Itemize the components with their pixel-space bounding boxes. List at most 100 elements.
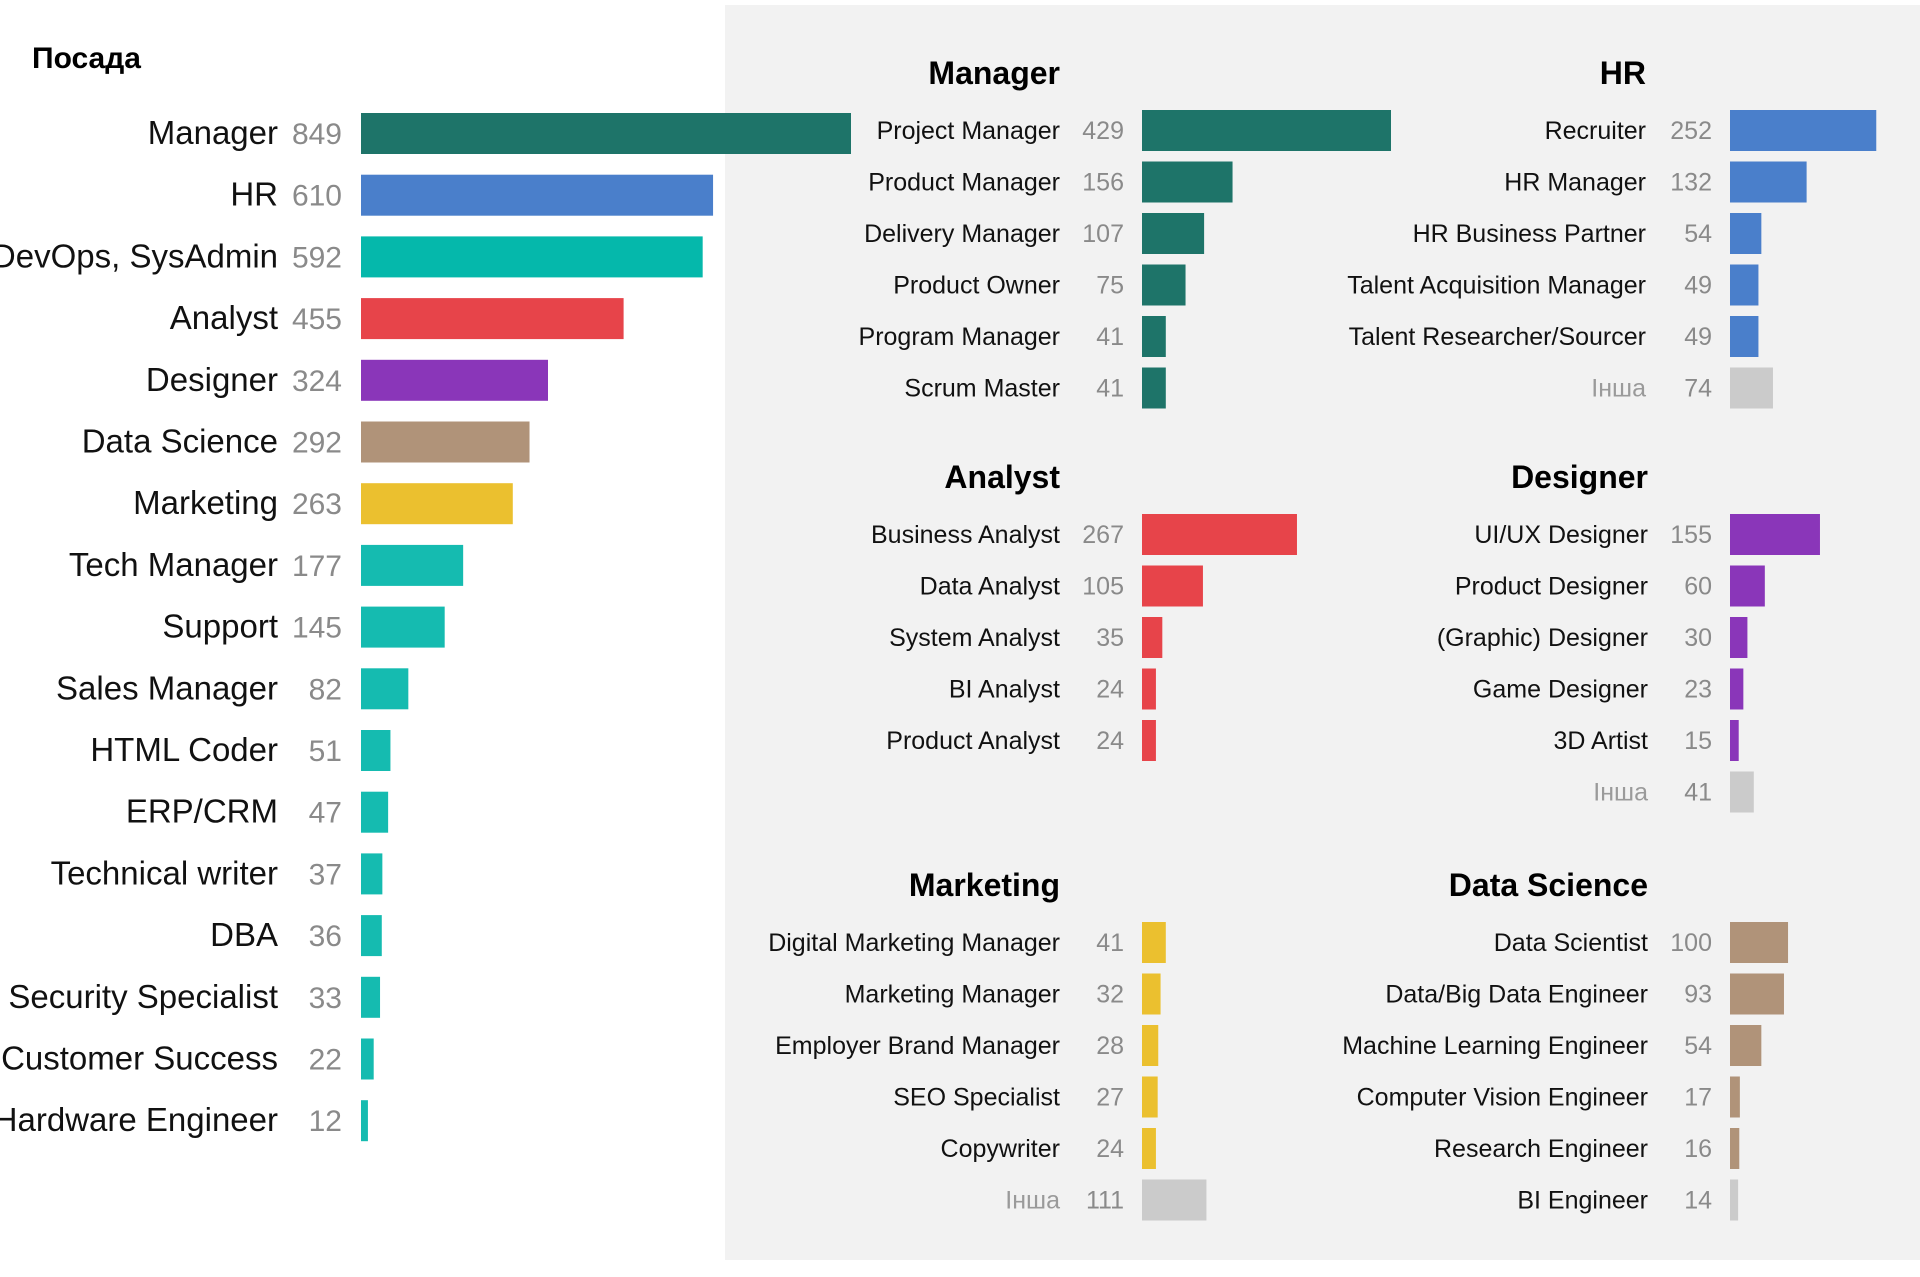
subchart-hr: HR Recruiter 252 HR Manager 132 HR Business P…	[1347, 55, 1877, 409]
subchart-title-hr: HR	[1600, 55, 1646, 91]
main-label-designer: Designer	[146, 361, 278, 398]
subchart-bar-product-owner	[1142, 264, 1186, 306]
subchart-bar-data-analyst	[1142, 565, 1203, 607]
subchart-label-employer-brand-manager: Employer Brand Manager	[775, 1032, 1060, 1060]
subchart-value-research-engineer: 16	[1684, 1135, 1712, 1163]
subchart-value-employer-brand-manager: 28	[1096, 1032, 1124, 1060]
subchart-title-data-science: Data Science	[1449, 867, 1648, 903]
subchart-value-graphic-designer: 30	[1684, 624, 1712, 652]
main-bar-sales-manager	[361, 668, 409, 710]
subchart-value-data-scientist: 100	[1670, 929, 1712, 957]
main-value-customer-success: 22	[309, 1044, 342, 1077]
subchart-bar-digital-marketing-manager	[1142, 922, 1166, 963]
subchart-value-hr-business-partner: 54	[1684, 220, 1712, 248]
subchart-label-3d-artist: 3D Artist	[1554, 727, 1649, 755]
main-bar-data-science	[361, 421, 530, 463]
main-label-manager: Manager	[148, 114, 278, 151]
subchart-label-system-analyst: System Analyst	[889, 624, 1060, 652]
subchart-label-project-manager: Project Manager	[877, 117, 1060, 145]
subchart-bar-graphic-designer	[1730, 617, 1748, 658]
subchart-value-copywriter: 24	[1096, 1135, 1124, 1163]
main-bar-analyst	[361, 298, 624, 340]
subchart-value-seo-specialist: 27	[1096, 1084, 1124, 1112]
subchart-value-talent-acquisition-manager: 49	[1684, 272, 1712, 300]
subchart-label-game-designer: Game Designer	[1473, 676, 1648, 704]
subchart-analyst: Analyst Business Analyst 267 Data Analyst 10…	[871, 459, 1297, 761]
main-value-tech-manager: 177	[292, 550, 342, 583]
main-bar-hr	[361, 174, 714, 216]
subchart-value-3d-artist: 15	[1684, 727, 1712, 755]
main-value-hr: 610	[292, 180, 342, 213]
main-value-manager: 849	[292, 118, 342, 151]
main-bar-manager	[361, 113, 851, 154]
subchart-value-product-designer: 60	[1684, 573, 1712, 601]
main-value-hardware-engineer: 12	[309, 1105, 342, 1138]
main-bar-html-coder	[361, 730, 391, 771]
subchart-bar-product-designer	[1730, 565, 1765, 607]
subchart-value-bi-engineer: 14	[1684, 1187, 1712, 1215]
subchart-label-data-scientist: Data Scientist	[1494, 929, 1648, 957]
subchart-value-інша: 111	[1086, 1187, 1124, 1215]
subchart-title-designer: Designer	[1511, 459, 1648, 495]
subchart-value-product-manager: 156	[1082, 169, 1124, 197]
subchart-label-product-designer: Product Designer	[1455, 573, 1648, 601]
subchart-label-graphic-designer: (Graphic) Designer	[1437, 624, 1648, 652]
subchart-bar-talent-researcher-sourcer	[1730, 316, 1759, 357]
subchart-label-hr-business-partner: HR Business Partner	[1413, 220, 1646, 248]
main-label-html-coder: HTML Coder	[90, 731, 278, 768]
subchart-value-game-designer: 23	[1684, 676, 1712, 704]
subchart-label-product-analyst: Product Analyst	[886, 727, 1060, 755]
subchart-bar-system-analyst	[1142, 617, 1163, 658]
subchart-label-data-analyst: Data Analyst	[920, 573, 1060, 601]
subchart-bar-product-analyst	[1142, 720, 1156, 761]
main-label-dba: DBA	[210, 916, 278, 953]
subchart-label-program-manager: Program Manager	[859, 323, 1060, 351]
subchart-value-data-big-data-engineer: 93	[1684, 981, 1712, 1009]
subchart-bar-інша	[1142, 1179, 1207, 1221]
main-label-erp-crm: ERP/CRM	[126, 793, 278, 830]
main-value-erp-crm: 47	[309, 797, 342, 830]
main-bar-marketing	[361, 483, 513, 525]
main-bar-dba	[361, 915, 382, 957]
main-value-dba: 36	[309, 920, 342, 953]
subchart-marketing: Marketing Digital Marketing Manager 41 Mark…	[768, 867, 1207, 1221]
subchart-value-delivery-manager: 107	[1082, 220, 1124, 248]
subchart-bar-інша	[1730, 771, 1754, 813]
subchart-bar-business-analyst	[1142, 514, 1297, 555]
subchart-value-program-manager: 41	[1096, 323, 1124, 351]
subchart-label-ui-ux-designer: UI/UX Designer	[1474, 521, 1648, 549]
main-value-security-specialist: 33	[309, 982, 342, 1015]
subchart-bar-bi-analyst	[1142, 668, 1156, 710]
subchart-bar-research-engineer	[1730, 1128, 1740, 1169]
subchart-value-machine-learning-engineer: 54	[1684, 1032, 1712, 1060]
subchart-bar-data-scientist	[1730, 922, 1789, 963]
subchart-value-business-analyst: 267	[1082, 521, 1124, 549]
main-bar-support	[361, 606, 445, 648]
subchart-value-scrum-master: 41	[1096, 375, 1124, 403]
subchart-label-talent-acquisition-manager: Talent Acquisition Manager	[1347, 272, 1646, 300]
subchart-value-ui-ux-designer: 155	[1670, 521, 1712, 549]
main-label-customer-success: Customer Success	[1, 1040, 278, 1077]
subchart-bar-hr-manager	[1730, 161, 1807, 203]
subchart-label-business-analyst: Business Analyst	[871, 521, 1060, 549]
subchart-data-science: Data Science Data Scientist 100 Data/Big Da…	[1342, 867, 1789, 1221]
main-bar-designer	[361, 359, 548, 401]
subchart-value-інша: 41	[1684, 779, 1712, 807]
subchart-bar-product-manager	[1142, 161, 1233, 203]
subchart-manager: Manager Project Manager 429 Product Manager…	[859, 55, 1391, 409]
subchart-bar-seo-specialist	[1142, 1076, 1158, 1118]
subchart-label-інша: Інша	[1593, 779, 1648, 807]
subchart-label-computer-vision-engineer: Computer Vision Engineer	[1357, 1084, 1648, 1112]
main-bar-tech-manager	[361, 544, 464, 586]
main-bar-devops-sysadmin	[361, 236, 703, 278]
subchart-label-bi-analyst: BI Analyst	[949, 676, 1060, 704]
main-value-technical-writer: 37	[309, 858, 342, 891]
subchart-label-product-owner: Product Owner	[893, 272, 1060, 300]
main-label-support: Support	[162, 608, 278, 645]
main-value-analyst: 455	[292, 303, 342, 336]
subchart-value-bi-analyst: 24	[1096, 676, 1124, 704]
subchart-bar-data-big-data-engineer	[1730, 973, 1784, 1015]
main-label-analyst: Analyst	[170, 299, 278, 336]
main-label-technical-writer: Technical writer	[51, 854, 278, 891]
